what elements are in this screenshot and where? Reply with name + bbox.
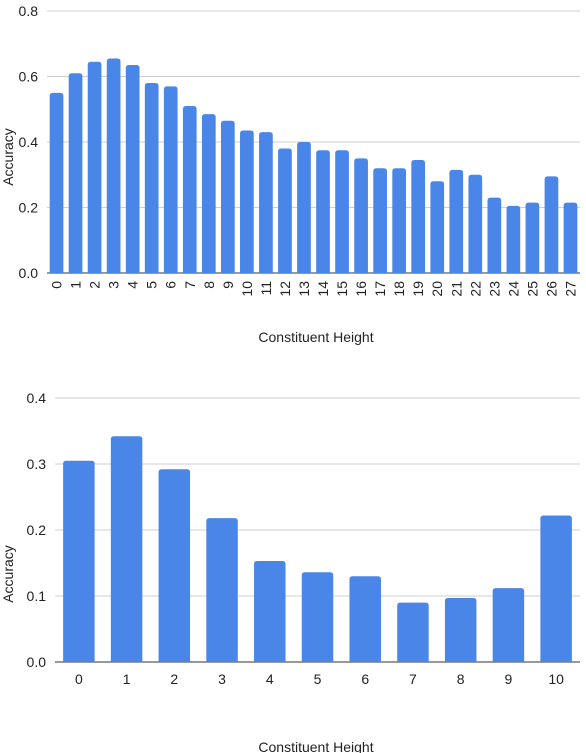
x-tick-label: 6 bbox=[163, 281, 179, 289]
x-tick-label: 9 bbox=[505, 671, 513, 687]
bar bbox=[297, 142, 311, 273]
x-tick-label: 13 bbox=[296, 281, 312, 297]
x-tick-label: 17 bbox=[372, 281, 388, 297]
bar bbox=[397, 602, 429, 662]
y-tick-label: 0.2 bbox=[27, 522, 47, 538]
bar bbox=[240, 130, 254, 273]
x-tick-label: 9 bbox=[220, 281, 236, 289]
y-tick-label: 0.0 bbox=[19, 265, 39, 281]
y-tick-label: 0.0 bbox=[27, 654, 47, 670]
bar bbox=[540, 515, 572, 662]
y-tick-label: 0.1 bbox=[27, 588, 47, 604]
x-tick-label: 10 bbox=[239, 281, 255, 297]
bar bbox=[392, 168, 407, 273]
bar bbox=[125, 65, 140, 273]
x-tick-label: 6 bbox=[361, 671, 369, 687]
y-tick-label: 0.2 bbox=[19, 200, 39, 216]
bar bbox=[444, 597, 477, 662]
x-tick-label: 8 bbox=[457, 671, 465, 687]
x-axis-title: Constituent Height bbox=[258, 329, 373, 345]
x-tick-label: 1 bbox=[123, 671, 131, 687]
bar bbox=[144, 83, 159, 273]
x-tick-label: 4 bbox=[125, 281, 141, 289]
y-axis-title: Accuracy bbox=[0, 128, 16, 186]
bar bbox=[411, 160, 426, 273]
x-tick-label: 26 bbox=[543, 281, 559, 297]
x-tick-label: 0 bbox=[49, 281, 65, 289]
bar bbox=[373, 168, 387, 273]
bar bbox=[506, 205, 521, 273]
x-tick-label: 21 bbox=[448, 281, 464, 297]
bar bbox=[487, 197, 502, 273]
bar bbox=[106, 58, 121, 273]
bar bbox=[544, 176, 559, 273]
x-tick-label: 16 bbox=[353, 281, 369, 297]
x-tick-label: 7 bbox=[182, 281, 198, 289]
x-tick-label: 15 bbox=[334, 281, 350, 297]
x-tick-label: 2 bbox=[87, 281, 103, 289]
bar bbox=[163, 86, 178, 273]
x-tick-label: 8 bbox=[201, 281, 217, 289]
accuracy-by-height-chart-2: Accuracy Constituent Height 0.0 0.1 0.2 0.3… bbox=[0, 390, 580, 753]
bar bbox=[354, 158, 368, 273]
y-tick-label: 0.3 bbox=[27, 456, 47, 472]
bar bbox=[430, 181, 445, 273]
x-tick-label: 19 bbox=[410, 281, 426, 297]
y-tick-label: 0.4 bbox=[27, 390, 47, 406]
bar bbox=[349, 576, 381, 662]
x-tick-label: 11 bbox=[258, 281, 274, 296]
x-tick-label: 25 bbox=[524, 281, 540, 297]
bar bbox=[449, 169, 464, 273]
x-tick-label: 5 bbox=[314, 671, 322, 687]
x-tick-label: 5 bbox=[144, 281, 160, 289]
bar bbox=[68, 73, 83, 273]
x-tick-label: 7 bbox=[409, 671, 417, 687]
bar bbox=[158, 469, 191, 662]
x-tick-label: 24 bbox=[505, 281, 521, 297]
bar bbox=[316, 150, 330, 273]
x-tick-label: 4 bbox=[266, 671, 274, 687]
bar bbox=[63, 460, 95, 662]
y-axis-title: Accuracy bbox=[0, 545, 16, 603]
x-tick-label: 3 bbox=[106, 281, 122, 289]
x-tick-label: 0 bbox=[75, 671, 83, 687]
x-axis-title: Constituent Height bbox=[258, 739, 373, 753]
x-tick-label: 14 bbox=[315, 281, 331, 297]
bar bbox=[492, 588, 525, 662]
x-tick-label: 20 bbox=[429, 281, 445, 297]
bar bbox=[87, 61, 102, 274]
bar bbox=[468, 174, 483, 273]
x-tick-label: 27 bbox=[562, 281, 578, 297]
y-tick-label: 0.4 bbox=[19, 134, 39, 150]
x-tick-label: 23 bbox=[486, 281, 502, 297]
bar bbox=[301, 572, 334, 662]
bar bbox=[110, 436, 143, 662]
x-tick-label: 18 bbox=[391, 281, 407, 297]
bar bbox=[254, 561, 286, 662]
bar bbox=[259, 132, 273, 273]
accuracy-by-height-chart-1: Accuracy Constituent Height 0.0 0.2 0.4 0.6… bbox=[0, 3, 580, 345]
bar bbox=[201, 114, 216, 273]
x-tick-label: 12 bbox=[277, 281, 293, 297]
bar bbox=[525, 202, 540, 273]
x-tick-label: 1 bbox=[68, 281, 84, 289]
bar bbox=[206, 518, 238, 662]
bar bbox=[220, 120, 235, 274]
x-tick-label: 22 bbox=[467, 281, 483, 297]
x-tick-label: 3 bbox=[218, 671, 226, 687]
bar bbox=[335, 150, 349, 273]
x-tick-label: 10 bbox=[548, 671, 564, 687]
bar bbox=[49, 92, 64, 273]
bar bbox=[278, 148, 292, 273]
y-tick-label: 0.6 bbox=[19, 69, 39, 85]
x-tick-label: 2 bbox=[170, 671, 178, 687]
y-tick-label: 0.8 bbox=[19, 3, 39, 19]
bar bbox=[182, 105, 197, 273]
bar bbox=[563, 202, 578, 273]
